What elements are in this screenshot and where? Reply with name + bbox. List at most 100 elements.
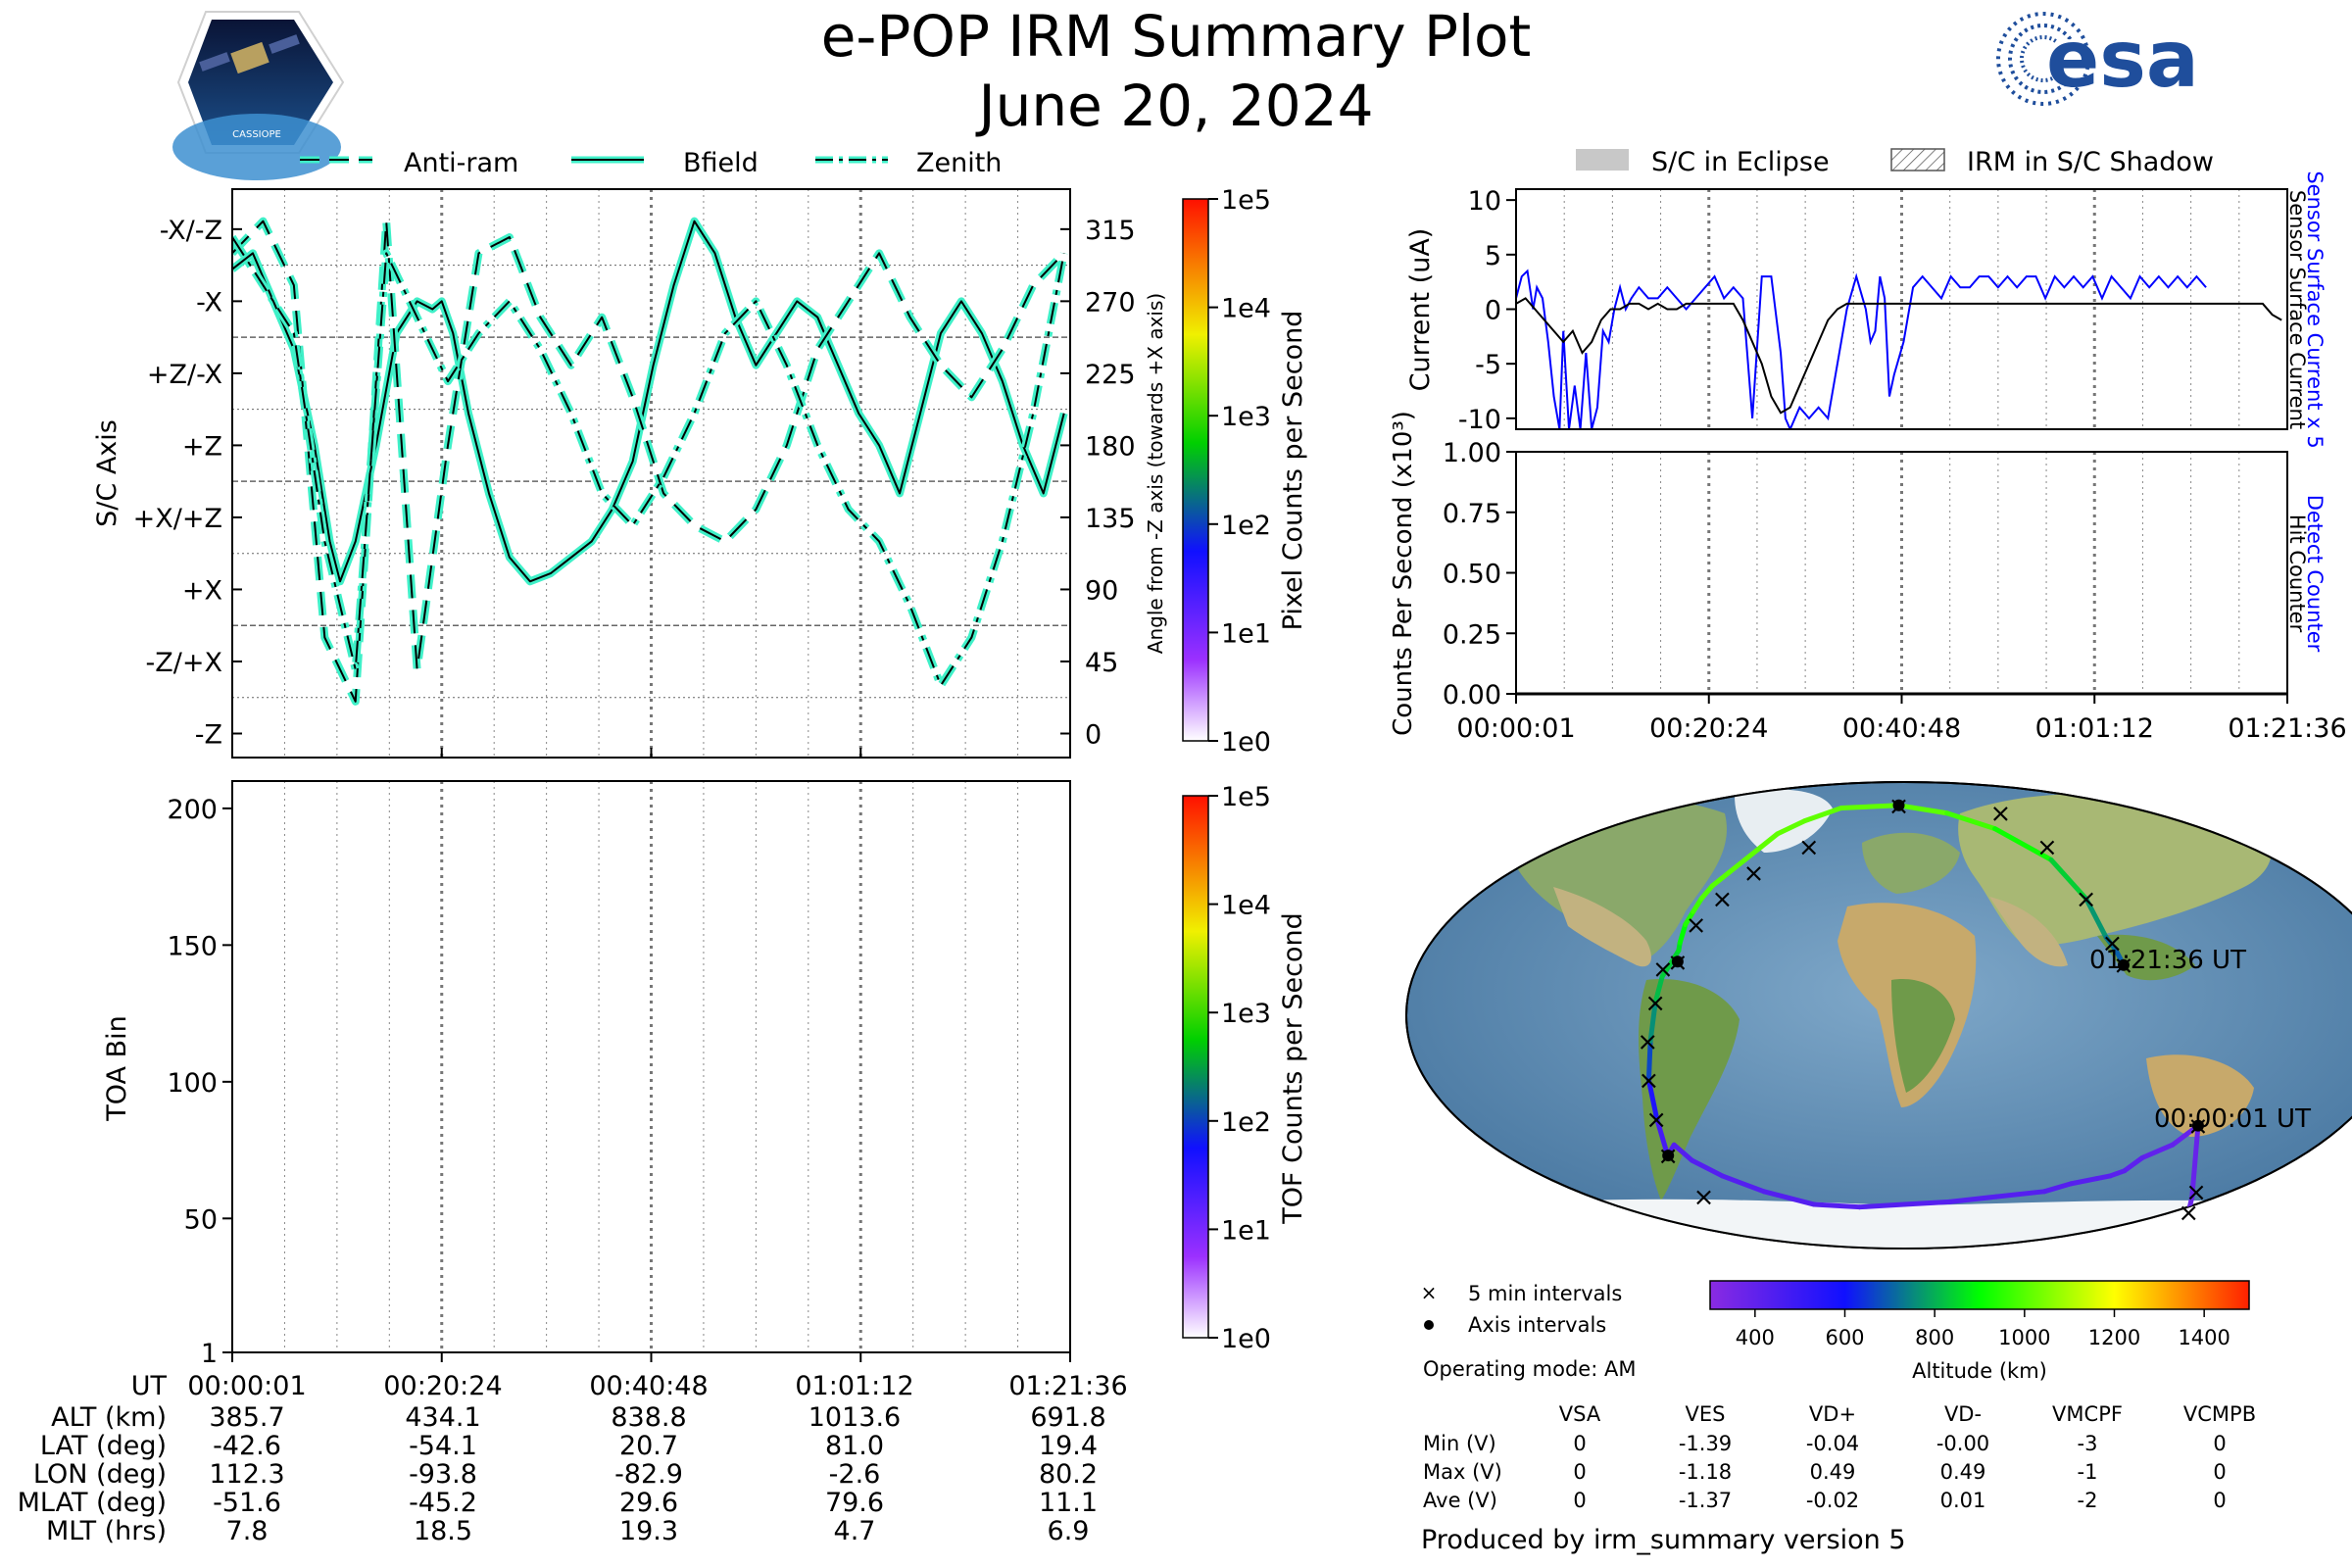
esa-logo: esa — [1996, 12, 2199, 106]
attitude-legend: Anti-ram Bfield Zenith — [300, 148, 1002, 178]
five-min-mark: × — [1637, 1027, 1658, 1056]
ephemeris-value: -2.6 — [829, 1459, 881, 1490]
counts-ylabel-right-2: Hit Counter — [2285, 514, 2309, 633]
orbit-track-segment — [2107, 1168, 2128, 1179]
ephemeris-value: 19.3 — [619, 1516, 678, 1546]
altitude-tick-label: 400 — [1736, 1326, 1775, 1349]
orbit-track-segment — [2041, 1181, 2074, 1195]
orbit-track-segment — [1946, 1194, 1999, 1204]
ephemeris-value: 80.2 — [1039, 1459, 1098, 1490]
legend-shadow-label: IRM in S/C Shadow — [1967, 147, 2214, 177]
attitude-y-ticks: -X/-Z 315 -X 270 +Z/-X 225 +Z 180 +X/+Z 135 +X 90 -Z… — [133, 216, 1136, 758]
counts-y-tick-label: 0.50 — [1443, 560, 1501, 590]
counts-panel: 1.00 0.75 0.50 0.25 0.00 Counts Per Second (… — [1389, 411, 2347, 744]
orbit-track-segment — [1709, 870, 1732, 889]
axis-mark — [1662, 1150, 1675, 1162]
ephemeris-value: 691.8 — [1030, 1402, 1105, 1433]
altitude-colorbar: 400 600 800 1000 1200 1400 Altitude (km) — [1709, 1280, 2250, 1383]
five-min-mark: × — [1693, 1183, 1715, 1212]
footer-text: Produced by irm_summary version 5 — [1421, 1525, 1906, 1555]
orbit-track-segment — [1659, 958, 1675, 979]
legend-eclipse-label: S/C in Eclipse — [1651, 147, 1830, 177]
axis-mark — [2117, 958, 2130, 971]
voltage-table: VSA VES VD+ VD- VMCPF VCMPB Min (V) 0 -1.39 -0.04… — [1423, 1402, 2256, 1512]
voltage-value: -1.18 — [1679, 1460, 1732, 1484]
ephemeris-value: 385.7 — [209, 1402, 284, 1433]
axis-marker-icon — [1424, 1320, 1434, 1330]
left-logo-text: CASSIOPE — [232, 129, 281, 140]
orbit-track-segment — [1671, 1142, 1695, 1163]
current-y-tick-label: 0 — [1485, 296, 1501, 326]
attitude-ylabel: S/C Axis — [92, 419, 122, 527]
altitude-tick-label: 1400 — [2178, 1326, 2230, 1349]
orbit-track-segment — [2048, 857, 2089, 902]
orbit-track-segment — [1690, 1157, 1726, 1179]
orbit-start-label: 00:00:01 UT — [2154, 1104, 2311, 1134]
orbit-track-segment — [1645, 1077, 1660, 1122]
legend-eclipse-swatch — [1576, 149, 1629, 171]
colorbar-tick-label: 1e0 — [1221, 727, 1271, 758]
ephemeris-row-label: MLAT (deg) — [18, 1488, 167, 1518]
ephemeris-value: 18.5 — [414, 1516, 472, 1546]
counts-y-tick-label: 0.75 — [1443, 499, 1501, 529]
five-min-legend-label: 5 min intervals — [1468, 1282, 1622, 1305]
current-ylabel: Current (uA) — [1405, 228, 1436, 392]
ephemeris-value: 7.8 — [226, 1516, 269, 1546]
axis-mark — [2191, 1119, 2204, 1132]
voltage-column-header: VES — [1686, 1402, 1726, 1426]
attitude-traces — [232, 217, 1068, 706]
five-min-mark: × — [2102, 929, 2124, 958]
attitude-angle-label: 0 — [1085, 719, 1102, 750]
current-y-tick-label: -5 — [1475, 350, 1501, 380]
ephemeris-value: 81.0 — [825, 1431, 884, 1461]
colorbar-tick-label: 1e4 — [1221, 294, 1271, 324]
colorbar-tick-label: 1e3 — [1221, 402, 1271, 432]
ephemeris-value: 20.7 — [619, 1431, 678, 1461]
five-min-mark: × — [1798, 833, 1820, 862]
counts-y-ticks: 1.00 0.75 0.50 0.25 0.00 — [1443, 438, 1516, 710]
altitude-tick-label: 1200 — [2088, 1326, 2140, 1349]
ephemeris-value: -93.8 — [409, 1459, 477, 1490]
attitude-panel: -X/-Z 315 -X 270 +Z/-X 225 +Z 180 +X/+Z 135 +X 90 -Z… — [92, 188, 1167, 759]
orbit-track-segment — [1901, 1199, 1952, 1207]
voltage-column-header: VSA — [1559, 1402, 1601, 1426]
ut-label: UT — [131, 1371, 168, 1401]
ephemeris-row-label: ALT (km) — [51, 1402, 167, 1433]
ephemeris-value: 838.8 — [611, 1402, 686, 1433]
ephemeris-row-label: LAT (deg) — [40, 1431, 167, 1461]
orbit-track-segment — [1992, 826, 2054, 862]
orbit-marks: ××××××××××××××××××××× — [1637, 792, 2208, 1228]
voltage-value: -0.04 — [1806, 1432, 1859, 1455]
current-ylabel-right-2: Sensor Surface Current — [2285, 190, 2309, 429]
ephemeris-value: -42.6 — [213, 1431, 281, 1461]
counts-x-tick-label: 01:21:36 — [2228, 713, 2346, 744]
orbit-track-segment — [1856, 1201, 1907, 1210]
orbit-track-segment — [1698, 883, 1715, 902]
voltage-value: -1 — [2078, 1460, 2098, 1484]
five-min-mark: × — [1639, 1066, 1660, 1096]
orbit-track-segment — [1652, 973, 1665, 1005]
voltage-row-label: Ave (V) — [1423, 1489, 1497, 1512]
ut-time-label: 01:21:36 — [1008, 1371, 1127, 1401]
operating-mode: Operating mode: AM — [1423, 1357, 1636, 1381]
ephemeris-value: -54.1 — [409, 1431, 477, 1461]
tof-y-tick-label: 100 — [167, 1068, 218, 1099]
current-series-line — [1516, 297, 2282, 415]
orbit-track-segment — [1775, 818, 1808, 837]
attitude-category-label: -X/-Z — [160, 216, 222, 246]
attitude-angle-label: 225 — [1085, 360, 1136, 390]
ephemeris-value: 29.6 — [619, 1488, 678, 1518]
legend-antiram-label: Anti-ram — [404, 148, 518, 178]
current-y-tick-label: 5 — [1485, 241, 1501, 271]
attitude-angle-label: 315 — [1085, 216, 1136, 246]
legend-shadow-swatch — [1890, 148, 1945, 172]
counts-x-tick-label: 00:40:48 — [1842, 713, 1961, 744]
ephemeris-value: -82.9 — [614, 1459, 683, 1490]
orbit-track-segment — [1761, 1189, 1817, 1207]
attitude-category-label: +X — [182, 575, 222, 606]
orbit-track-segment — [1811, 1201, 1862, 1210]
five-min-mark: × — [2185, 1178, 2207, 1207]
five-min-mark: × — [2036, 833, 2058, 862]
orbit-track-segment — [1645, 1038, 1653, 1083]
